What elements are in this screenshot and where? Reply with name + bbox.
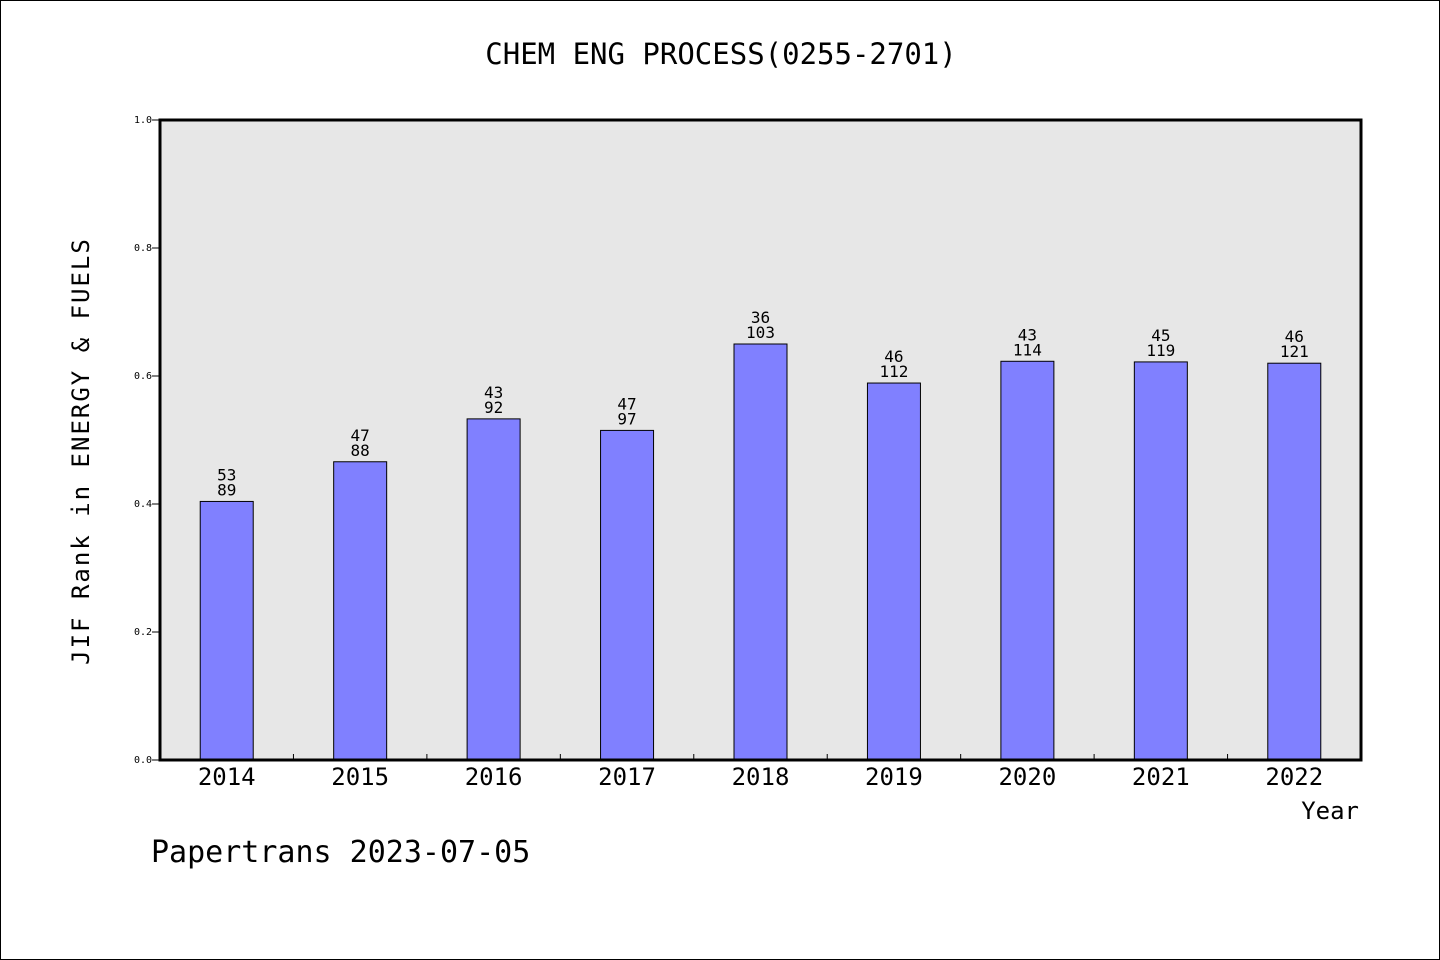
bar-label-top: 53 [217,465,236,484]
x-tick-label: 2021 [1132,763,1190,791]
x-tick-label: 2014 [198,763,256,791]
y-tick-label: 0.8 [134,243,152,254]
bar-label-top: 47 [617,394,636,413]
footer-credit: Papertrans 2023-07-05 [151,835,531,870]
bar-label-top: 45 [1151,326,1170,345]
bar-label-bottom: 89 [217,480,236,499]
bar-2022 [1267,362,1322,761]
y-tick-label: 0.6 [134,371,152,382]
bar-label-top: 46 [884,347,903,366]
x-tick-label: 2017 [598,763,656,791]
x-tick-label: 2019 [865,763,923,791]
bar-label-top: 47 [351,426,370,445]
bar-label-bottom: 121 [1280,342,1309,361]
bar-2018 [733,343,788,761]
y-tick-label: 0.4 [134,499,152,510]
plot-border [158,118,1363,762]
y-tick-label: 1.0 [134,115,152,126]
bar-label-top: 46 [1285,327,1304,346]
bar-label-bottom: 97 [617,409,636,428]
bar-2017 [600,429,655,761]
bar-label-bottom: 112 [879,362,908,381]
bar-label-top: 43 [484,383,503,402]
bar-2020 [1000,360,1055,761]
x-tick-label: 2020 [998,763,1056,791]
bar-label-bottom: 119 [1146,341,1175,360]
bar-label-bottom: 114 [1013,340,1042,359]
bar-2019 [866,382,921,761]
bar-label-bottom: 92 [484,398,503,417]
bar-label-top: 36 [751,308,770,327]
bar-2016 [466,418,521,761]
bar-label-bottom: 103 [746,323,775,342]
bar-label-top: 43 [1018,325,1037,344]
bar-2021 [1133,361,1188,761]
y-tick-label: 0.2 [134,627,152,638]
x-tick-label: 2016 [465,763,523,791]
chart-title: CHEM ENG PROCESS(0255-2701) [485,37,957,71]
x-tick-label: 2015 [331,763,389,791]
bar-2015 [333,461,388,761]
bar-2014 [199,500,254,761]
x-tick-label: 2022 [1265,763,1323,791]
y-tick-label: 0.0 [134,755,152,766]
x-axis-label: Year [1301,797,1359,825]
bar-label-bottom: 88 [351,441,370,460]
x-tick-label: 2018 [732,763,790,791]
